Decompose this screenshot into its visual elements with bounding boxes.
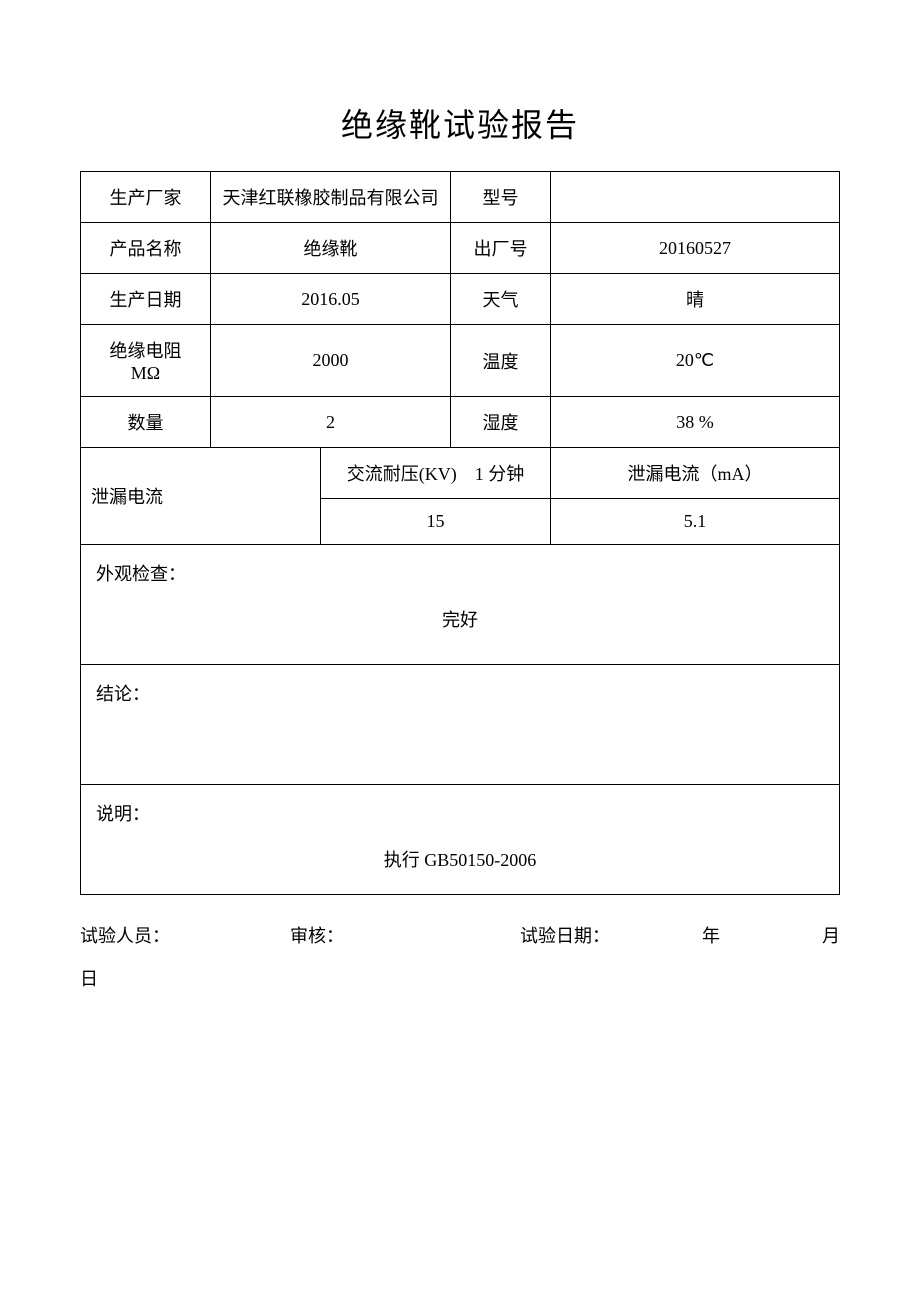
inspection-value: 完好: [96, 606, 824, 632]
row-prod-date: 生产日期 2016.05 天气 晴: [81, 274, 840, 325]
ac-withstand-header: 交流耐压(KV) 1 分钟: [321, 448, 551, 499]
insulation-label: 绝缘电阻 MΩ: [81, 325, 211, 397]
product-name-value: 绝缘靴: [211, 223, 451, 274]
manufacturer-value: 天津红联橡胶制品有限公司: [211, 172, 451, 223]
manufacturer-label: 生产厂家: [81, 172, 211, 223]
leakage-current-value: 5.1: [551, 499, 840, 545]
footer: 试验人员： 审核： 试验日期： 年 月 日: [80, 915, 840, 1001]
notes-label: 说明：: [96, 800, 824, 826]
insulation-value: 2000: [211, 325, 451, 397]
temperature-value: 20℃: [551, 325, 840, 397]
footer-reviewer: 审核：: [290, 915, 520, 958]
footer-tester: 试验人员：: [80, 915, 290, 958]
report-table: 生产厂家 天津红联橡胶制品有限公司 型号 产品名称 绝缘靴 出厂号 201605…: [80, 171, 840, 895]
leakage-label: 泄漏电流: [81, 448, 321, 545]
row-inspection: 外观检查： 完好: [81, 545, 840, 665]
weather-value: 晴: [551, 274, 840, 325]
row-leakage-header: 泄漏电流 交流耐压(KV) 1 分钟 泄漏电流（mA）: [81, 448, 840, 499]
footer-date-label: 试验日期：: [520, 915, 640, 958]
row-insulation: 绝缘电阻 MΩ 2000 温度 20℃: [81, 325, 840, 397]
prod-date-label: 生产日期: [81, 274, 211, 325]
model-value: [551, 172, 840, 223]
row-quantity: 数量 2 湿度 38 %: [81, 397, 840, 448]
factory-no-label: 出厂号: [451, 223, 551, 274]
footer-month: 月: [730, 915, 840, 958]
footer-year: 年: [640, 915, 730, 958]
quantity-label: 数量: [81, 397, 211, 448]
inspection-label: 外观检查：: [96, 560, 824, 586]
prod-date-value: 2016.05: [211, 274, 451, 325]
weather-label: 天气: [451, 274, 551, 325]
humidity-value: 38 %: [551, 397, 840, 448]
conclusion-label: 结论：: [96, 680, 824, 706]
product-name-label: 产品名称: [81, 223, 211, 274]
factory-no-value: 20160527: [551, 223, 840, 274]
report-title: 绝缘靴试验报告: [80, 100, 840, 146]
leakage-current-header: 泄漏电流（mA）: [551, 448, 840, 499]
temperature-label: 温度: [451, 325, 551, 397]
ac-withstand-value: 15: [321, 499, 551, 545]
model-label: 型号: [451, 172, 551, 223]
row-manufacturer: 生产厂家 天津红联橡胶制品有限公司 型号: [81, 172, 840, 223]
row-conclusion: 结论：: [81, 665, 840, 785]
row-notes: 说明： 执行 GB50150-2006: [81, 785, 840, 895]
humidity-label: 湿度: [451, 397, 551, 448]
footer-day: 日: [80, 958, 840, 1001]
quantity-value: 2: [211, 397, 451, 448]
notes-value: 执行 GB50150-2006: [96, 846, 824, 872]
row-product-name: 产品名称 绝缘靴 出厂号 20160527: [81, 223, 840, 274]
